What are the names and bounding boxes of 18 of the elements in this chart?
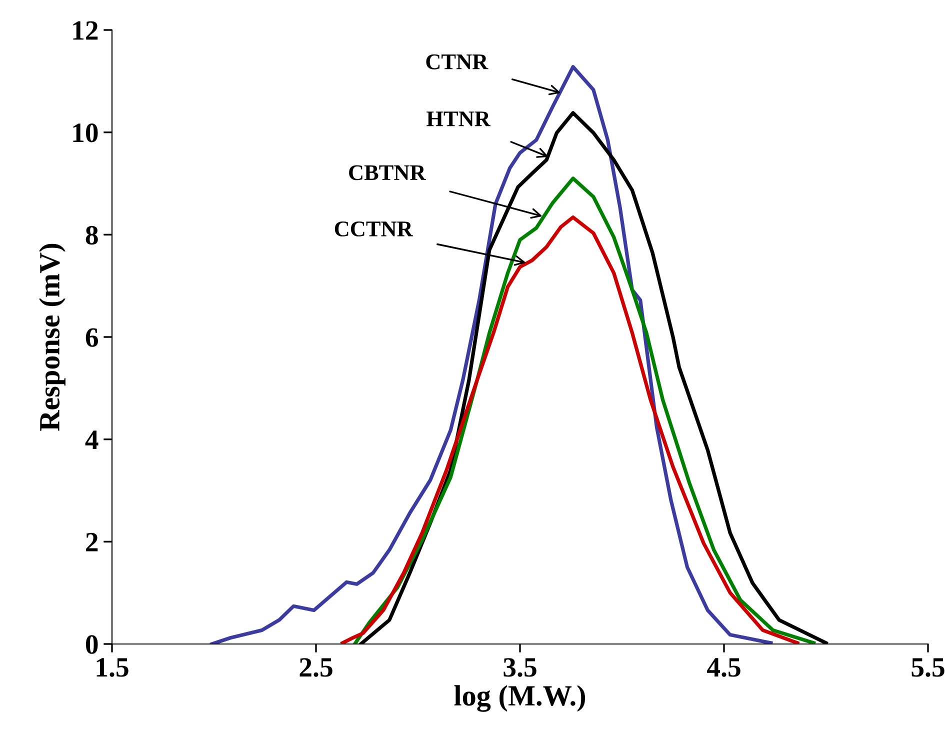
y-tick-label: 10 (73, 124, 98, 142)
x-tick-label: 5.5 (912, 658, 944, 677)
annotation: CCTNR (334, 221, 414, 236)
annotation: CBTNR (349, 165, 426, 180)
y-tick-label: 6 (86, 328, 98, 347)
y-axis-title: Response (mV) (39, 244, 66, 431)
y-tick-label: 12 (73, 21, 98, 40)
x-tick-label: 2.5 (300, 658, 332, 677)
annotation: HTNR (426, 112, 491, 126)
y-tick-label: 8 (86, 226, 98, 245)
y-tick-label: 2 (86, 532, 98, 552)
x-axis-title: log (M.W.) (454, 685, 586, 712)
x-tick-label: 1.5 (96, 658, 128, 677)
x-tick-label: 4.5 (707, 658, 740, 677)
y-tick-label: 4 (85, 430, 98, 449)
annotation: CTNR (426, 54, 488, 70)
x-tick-label: 3.5 (504, 658, 536, 677)
y-tick-label: 0 (86, 635, 98, 654)
